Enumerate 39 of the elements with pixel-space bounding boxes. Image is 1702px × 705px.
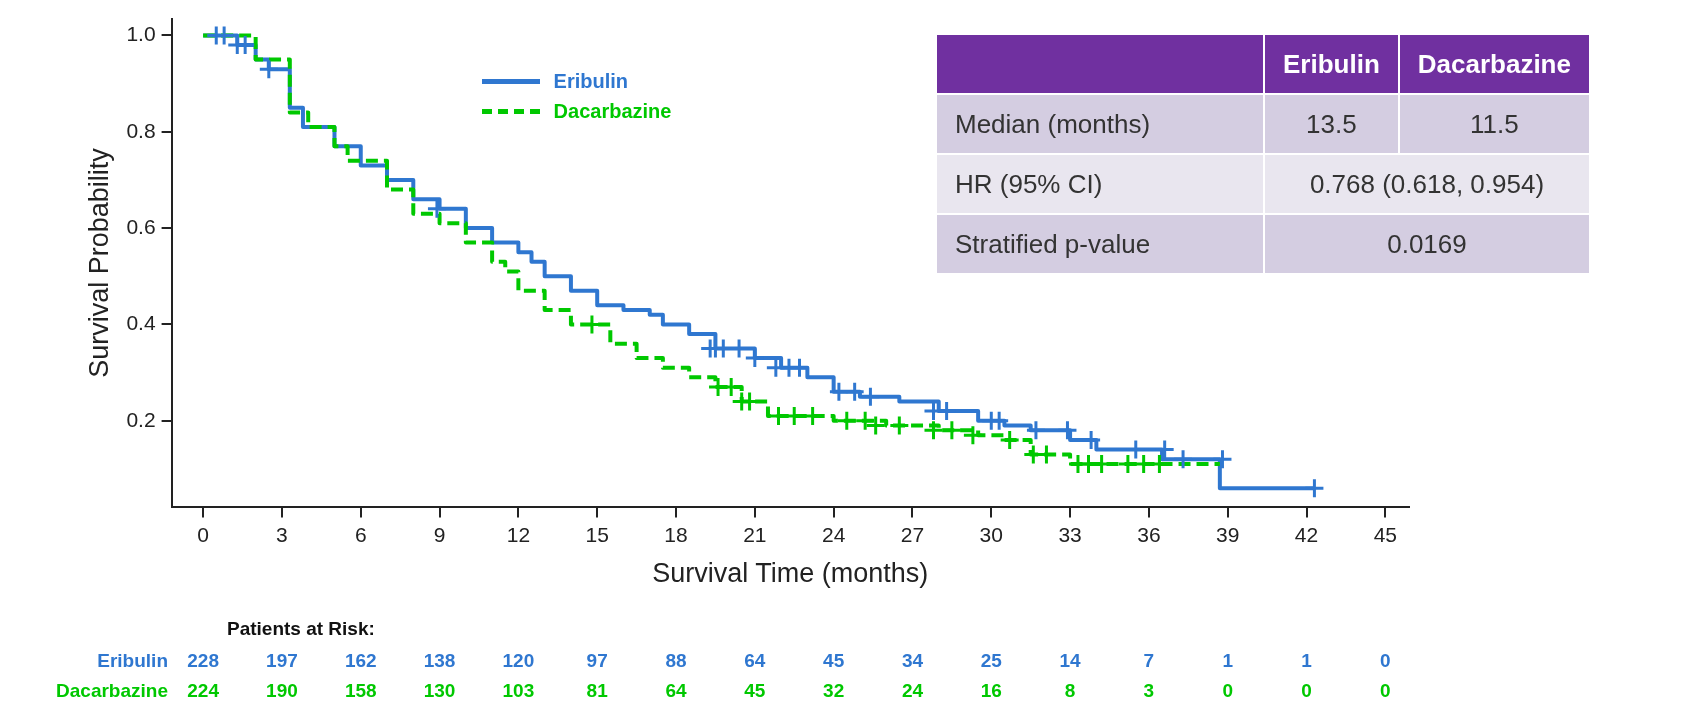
x-tick-label: 36 [1137, 522, 1161, 546]
annotation: 0.0169 [1265, 215, 1589, 273]
text: 224 190 158 130 103 81 64 45 32 24 16 8 3 0 0 0 [187, 680, 1391, 701]
x-tick-label: 21 [743, 522, 767, 546]
x-tick-label: 0 [197, 522, 209, 546]
x-tick-label: 39 [1216, 522, 1240, 546]
x-tick-label: 6 [354, 522, 367, 546]
text: 228 197 162 138 120 97 88 64 45 34 25 14 7 1 1 0 [187, 650, 1391, 671]
y-tick-label: 0.4 [126, 311, 156, 335]
x-tick-label: 24 [821, 522, 846, 546]
x-tick-label: 27 [900, 522, 925, 546]
annotation: Median (months) [937, 95, 1263, 153]
text: Dacarbazine [56, 680, 168, 701]
y-tick-label: 0.8 [126, 118, 156, 142]
x-tick-label: 42 [1294, 522, 1319, 546]
x-axis-title: Survival Time (months) [652, 558, 929, 589]
y-axis-title: Survival Probability [83, 147, 114, 378]
annotation: 0.768 (0.618, 0.954) [1265, 155, 1589, 213]
x-tick-label: 18 [664, 522, 688, 546]
x-tick-label: 3 [276, 522, 288, 546]
annotation: 13.5 [1265, 95, 1398, 153]
legend-label: Dacarbazine [553, 100, 672, 124]
x-tick-label: 33 [1058, 522, 1082, 546]
x-tick-label: 9 [433, 522, 446, 546]
text: Dacarbazine [1417, 48, 1571, 79]
x-tick-label: 45 [1373, 522, 1398, 546]
x-tick-label: 30 [979, 522, 1003, 546]
text: Eribulin [1283, 48, 1380, 79]
annotation: Stratified p-value [937, 215, 1263, 273]
x-tick-label: 12 [506, 522, 531, 546]
x-tick-label: 15 [585, 522, 609, 546]
text: Eribulin [97, 650, 168, 671]
text: Patients at Risk: [227, 618, 375, 640]
annotation: HR (95% CI) [937, 155, 1263, 213]
y-tick-label: 0.6 [126, 214, 156, 238]
y-tick-label: 0.2 [126, 407, 156, 431]
y-tick-label: 1.0 [126, 22, 156, 46]
text: 11.5 [1470, 108, 1519, 139]
legend-label: Eribulin [553, 70, 629, 94]
